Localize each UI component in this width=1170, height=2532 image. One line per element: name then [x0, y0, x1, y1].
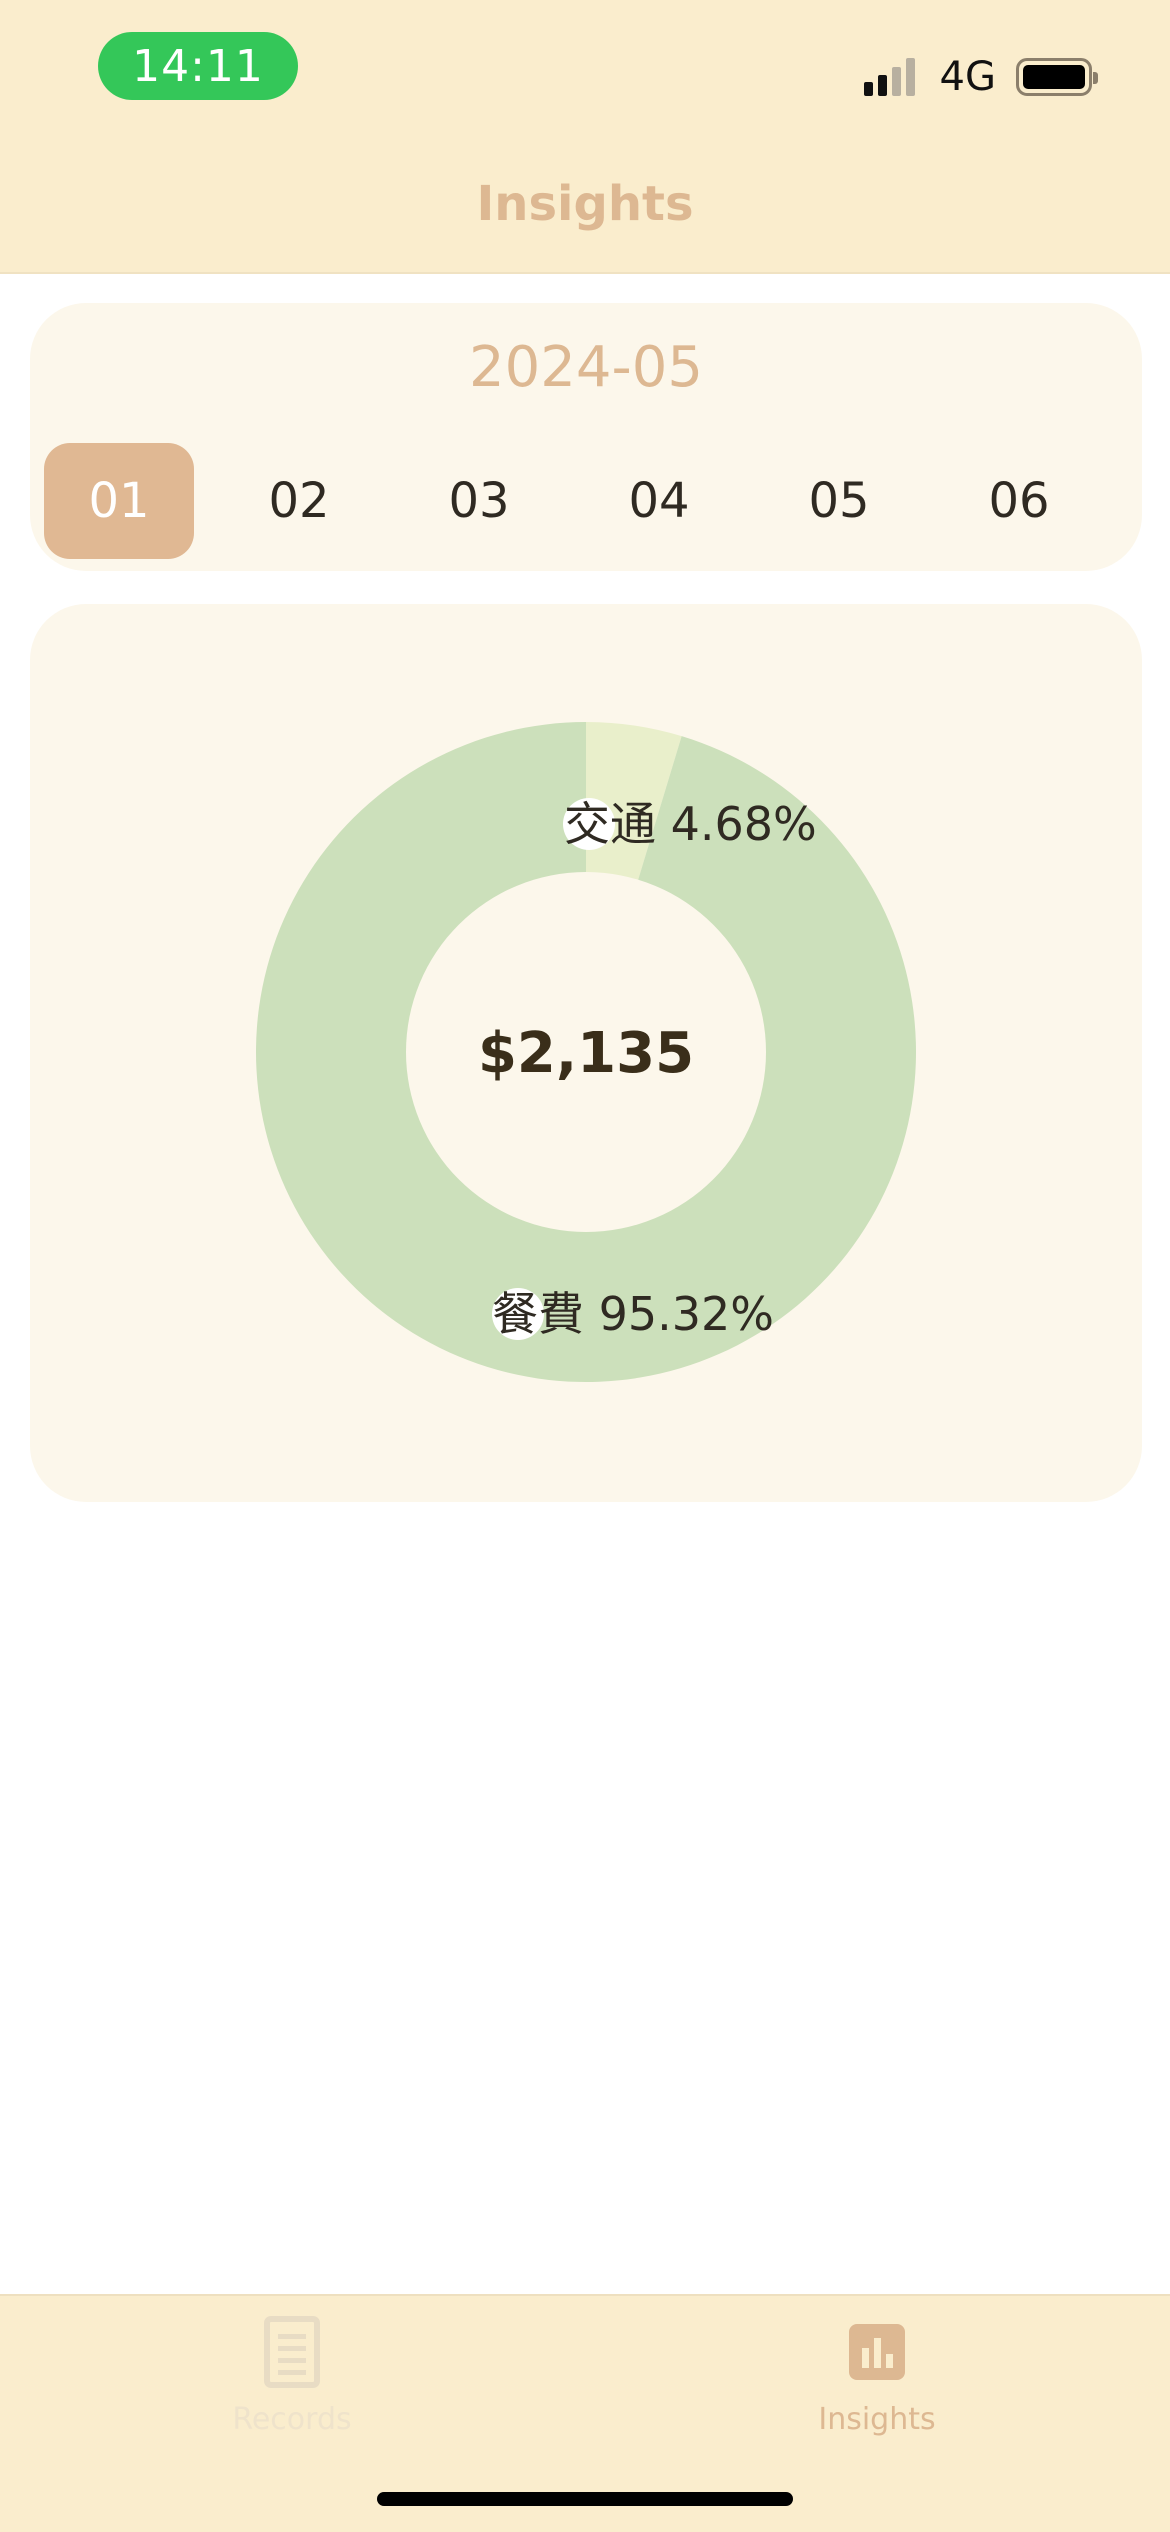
slice-label-dot-dining [492, 1288, 544, 1340]
slice-label-dining: 餐費 95.32% [492, 1287, 774, 1341]
donut-chart: $2,135 交通 4.68% 餐費 95.32% [256, 722, 916, 1382]
month-selector-card: 2024-05 01 02 03 04 05 06 [30, 303, 1142, 571]
period-label[interactable]: 2024-05 [469, 335, 703, 400]
center-total: $2,135 [478, 1021, 694, 1086]
month-tabs: 01 02 03 04 05 06 [44, 443, 1124, 559]
month-tab-02[interactable]: 02 [268, 473, 330, 529]
bar-chart-icon [849, 2324, 905, 2380]
tab-insights-label: Insights [818, 2402, 936, 2437]
tab-insights[interactable]: Insights [727, 2316, 1027, 2466]
page-title: Insights [476, 176, 694, 232]
status-time: 14:11 [98, 32, 298, 100]
month-tab-06[interactable]: 06 [988, 473, 1050, 529]
chart-card: $2,135 交通 4.68% 餐費 95.32% [30, 604, 1142, 1502]
network-label: 4G [939, 54, 996, 100]
document-icon [264, 2316, 320, 2388]
slice-label-dot-transport [563, 798, 615, 850]
status-icons: 4G [863, 54, 1098, 100]
home-indicator [377, 2492, 793, 2506]
top-header: 14:11 4G Insights [0, 0, 1170, 274]
month-tab-04[interactable]: 04 [628, 473, 690, 529]
donut-hole [406, 872, 766, 1232]
tab-records[interactable]: Records [142, 2316, 442, 2466]
month-tab-05[interactable]: 05 [808, 473, 870, 529]
slice-label-transport: 交通 4.68% [564, 797, 817, 851]
tab-records-label: Records [232, 2402, 352, 2437]
signal-icon [863, 58, 920, 96]
month-tab-01[interactable]: 01 [44, 443, 194, 559]
battery-icon [1016, 58, 1098, 96]
month-tab-03[interactable]: 03 [448, 473, 510, 529]
